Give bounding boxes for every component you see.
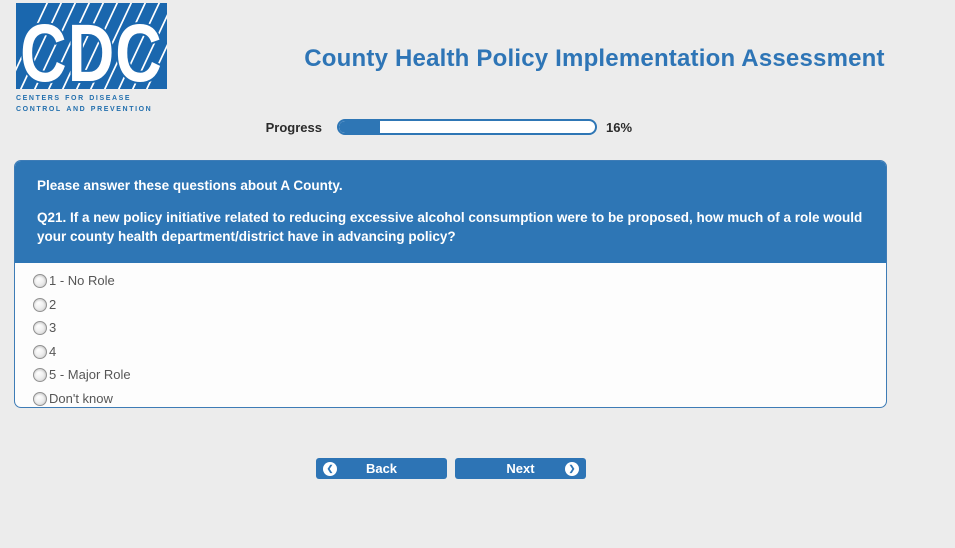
cdc-logo-caption-line2: Control and Prevention (16, 102, 153, 114)
progress-fill (339, 121, 380, 133)
cdc-logo-acronym: CDC (20, 7, 163, 89)
panel-intro-text: Please answer these questions about A Co… (37, 178, 343, 193)
question-text-paragraph: Q21. If a new policy initiative related … (37, 208, 864, 246)
option-row-3: 3 (33, 321, 868, 335)
back-button[interactable]: ❮ Back (316, 458, 447, 479)
radio-option-5-major-role[interactable] (33, 368, 47, 382)
radio-option-3[interactable] (33, 321, 47, 335)
cdc-logo-caption-line1: Centers for Disease (16, 91, 132, 103)
progress-bar (337, 119, 597, 135)
cdc-logo: CDC Centers for Disease Control and Prev… (16, 3, 167, 114)
option-label-3[interactable]: 3 (49, 320, 57, 335)
radio-option-4[interactable] (33, 344, 47, 359)
option-row-2: 2 (33, 296, 868, 312)
option-row-1: 1 - No Role (33, 274, 868, 288)
option-row-5: 5 - Major Role (33, 368, 868, 382)
option-label-1-no-role[interactable]: 1 - No Role (49, 273, 115, 288)
option-row-6: Don't know (33, 390, 868, 406)
page-title: County Health Policy Implementation Asse… (304, 45, 885, 72)
option-label-dont-know[interactable]: Don't know (49, 390, 113, 406)
radio-option-2[interactable] (33, 297, 47, 312)
question-text: If a new policy initiative related to re… (37, 210, 863, 244)
option-label-2[interactable]: 2 (49, 296, 57, 312)
question-number: Q21. (37, 210, 67, 225)
question-panel: Please answer these questions about A Co… (14, 160, 887, 408)
option-label-4[interactable]: 4 (49, 343, 57, 359)
nav-buttons: ❮ Back Next ❯ (316, 458, 586, 479)
next-button[interactable]: Next ❯ (455, 458, 586, 479)
radio-option-1-no-role[interactable] (33, 274, 47, 288)
cdc-logo-image: CDC (16, 3, 167, 89)
option-row-4: 4 (33, 343, 868, 359)
radio-option-dont-know[interactable] (33, 391, 47, 406)
option-label-5-major-role[interactable]: 5 - Major Role (49, 367, 131, 382)
question-panel-header: Please answer these questions about A Co… (15, 161, 886, 263)
chevron-left-icon: ❮ (323, 461, 337, 476)
chevron-right-icon: ❯ (565, 461, 579, 476)
options-list: 1 - No Role 2 3 4 5 - Major Role Don't k… (15, 263, 886, 406)
next-button-label: Next (506, 461, 535, 476)
cdc-logo-caption: Centers for Disease Control and Preventi… (16, 92, 167, 114)
progress-label: Progress (265, 120, 322, 135)
back-button-label: Back (365, 461, 398, 476)
progress-percent: 16% (606, 120, 633, 135)
